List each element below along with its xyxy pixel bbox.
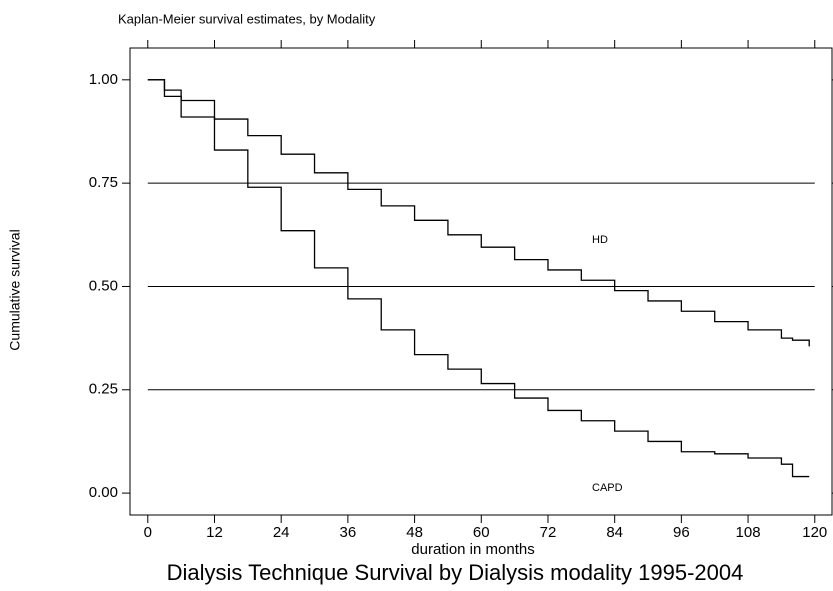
- y-tick-label: 0.25: [89, 381, 118, 398]
- y-tick-label: 0.50: [89, 277, 118, 294]
- x-tick-label: 36: [340, 524, 357, 541]
- plot-frame: [129, 47, 833, 516]
- x-axis-label: duration in months: [411, 541, 534, 558]
- x-tick-label: 72: [540, 524, 557, 541]
- x-tick-label: 12: [206, 524, 223, 541]
- x-tick-label: 60: [473, 524, 490, 541]
- x-tick-label: 0: [144, 524, 152, 541]
- survival-curve: [147, 79, 810, 478]
- y-tick-label: 1.00: [89, 71, 118, 88]
- x-tick-label: 108: [736, 524, 761, 541]
- x-tick-label: 96: [673, 524, 690, 541]
- x-tick-label: 48: [406, 524, 423, 541]
- caption: Dialysis Technique Survival by Dialysis …: [167, 560, 744, 585]
- x-tick-label: 120: [802, 524, 827, 541]
- survival-curve: [147, 79, 810, 347]
- y-tick-label: 0.75: [89, 174, 118, 191]
- chart-title: Kaplan-Meier survival estimates, by Moda…: [118, 11, 376, 26]
- y-tick-label: 0.00: [89, 484, 118, 501]
- series-label: HD: [592, 234, 608, 246]
- y-axis-label: Cumulative survival: [7, 229, 23, 350]
- series-label: CAPD: [592, 482, 623, 494]
- x-tick-label: 24: [273, 524, 290, 541]
- x-tick-label: 84: [606, 524, 623, 541]
